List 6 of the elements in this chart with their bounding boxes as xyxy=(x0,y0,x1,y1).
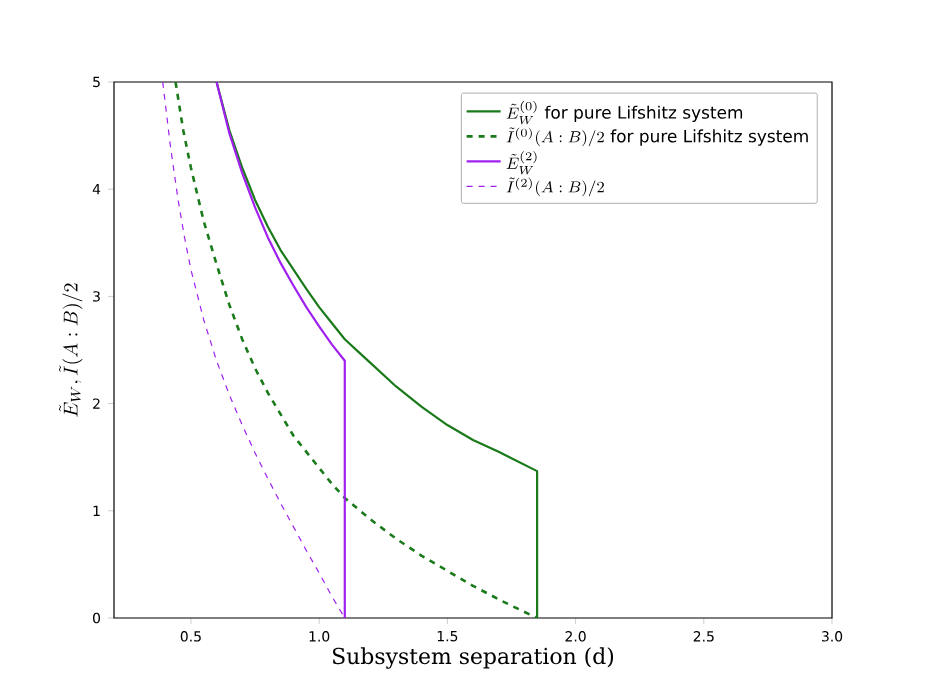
legend-label: $\tilde{E}_W^{(0)}\text{ for pure Lifshitz system}$ xyxy=(506,101,743,125)
legend-label: $\tilde{I}^{(0)}(A:B)/2\text{ for pure Lifshitz system}$ xyxy=(506,127,808,147)
legend-label: $\tilde{I}^{(2)}(A:B)/2$ xyxy=(506,177,604,197)
x-axis-title: Subsystem separation (d) xyxy=(333,647,614,669)
y-axis-title: $\tilde{E}_W, \tilde{I}(A:B)/2$ xyxy=(59,283,83,417)
legend-label: $\tilde{E}_W^{(2)}$ xyxy=(506,151,537,175)
